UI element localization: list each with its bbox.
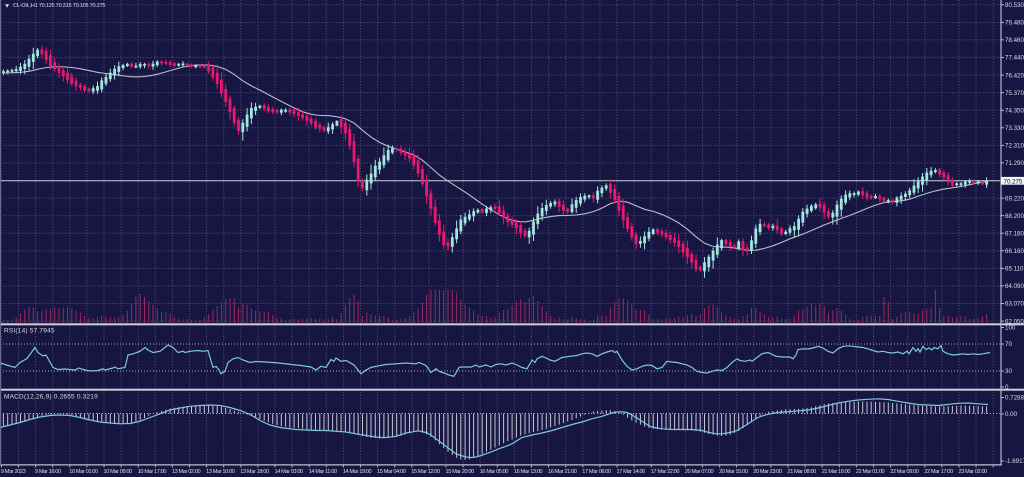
svg-text:14 Mar 03:00: 14 Mar 03:00 [275,469,304,475]
svg-text:MACD(12,26,9) 0.2655 0.3219: MACD(12,26,9) 0.2655 0.3219 [4,394,98,401]
svg-text:0.00: 0.00 [1005,411,1018,418]
svg-text:70.275: 70.275 [1004,178,1023,185]
svg-text:15 Mar 12:00: 15 Mar 12:00 [411,469,440,475]
svg-text:64.090: 64.090 [1005,283,1024,290]
svg-text:22 Mar 09:00: 22 Mar 09:00 [890,469,919,475]
svg-text:9 Mar 2023: 9 Mar 2023 [1,469,26,475]
svg-text:13 Mar 10:00: 13 Mar 10:00 [206,469,235,475]
svg-text:30: 30 [1005,368,1012,375]
svg-text:73.330: 73.330 [1005,125,1024,132]
svg-text:14 Mar 19:00: 14 Mar 19:00 [343,469,372,475]
svg-text:13 Mar 02:00: 13 Mar 02:00 [172,469,201,475]
svg-text:16 Mar 21:00: 16 Mar 21:00 [548,469,577,475]
svg-text:14 Mar 11:00: 14 Mar 11:00 [309,469,337,475]
svg-text:66.160: 66.160 [1005,248,1024,255]
svg-text:72.310: 72.310 [1005,143,1024,150]
svg-text:68.200: 68.200 [1005,213,1024,220]
svg-text:15 Mar 04:00: 15 Mar 04:00 [377,469,406,475]
svg-text:-1.6917: -1.6917 [1005,458,1024,465]
svg-text:13 Mar 18:00: 13 Mar 18:00 [240,469,269,475]
svg-text:70: 70 [1005,341,1012,348]
svg-text:RSI(14) 57.7945: RSI(14) 57.7945 [4,327,55,334]
svg-text:17 Mar 22:00: 17 Mar 22:00 [651,469,680,475]
svg-text:23 Mar 02:00: 23 Mar 02:00 [959,469,988,475]
svg-text:20 Mar 23:00: 20 Mar 23:00 [753,469,782,475]
svg-text:16 Mar 13:00: 16 Mar 13:00 [514,469,543,475]
svg-text:21 Mar 08:00: 21 Mar 08:00 [788,469,817,475]
svg-text:67.180: 67.180 [1005,230,1024,237]
svg-text:65.110: 65.110 [1005,266,1024,273]
svg-text:62.050: 62.050 [1005,318,1024,325]
svg-text:21 Mar 16:00: 21 Mar 16:00 [822,469,851,475]
svg-text:10 Mar 01:00: 10 Mar 01:00 [69,469,98,475]
svg-text:10 Mar 17:00: 10 Mar 17:00 [138,469,167,475]
svg-text:0.7288: 0.7288 [1005,395,1024,402]
svg-text:80.530: 80.530 [1005,2,1024,9]
svg-text:10 Mar 09:00: 10 Mar 09:00 [104,469,133,475]
svg-text:9 Mar 16:00: 9 Mar 16:00 [35,469,61,475]
svg-text:69.220: 69.220 [1005,195,1024,202]
svg-text:76.420: 76.420 [1005,72,1024,79]
svg-text:78.460: 78.460 [1005,37,1024,44]
svg-text:71.290: 71.290 [1005,160,1024,167]
svg-text:22 Mar 17:00: 22 Mar 17:00 [924,469,953,475]
svg-text:0: 0 [1005,384,1009,391]
svg-text:15 Mar 20:00: 15 Mar 20:00 [446,469,475,475]
svg-text:22 Mar 01:00: 22 Mar 01:00 [856,469,885,475]
svg-text:CL-OIL,H1 70.125 70.315 70.10: CL-OIL,H1 70.125 70.315 70.105 70.275 [13,3,105,9]
svg-text:16 Mar 05:00: 16 Mar 05:00 [480,469,509,475]
svg-text:63.070: 63.070 [1005,301,1024,308]
svg-text:74.350: 74.350 [1005,107,1024,114]
svg-text:20 Mar 15:00: 20 Mar 15:00 [719,469,748,475]
svg-text:100: 100 [1005,325,1016,332]
svg-text:79.480: 79.480 [1005,20,1024,27]
svg-text:17 Mar 06:00: 17 Mar 06:00 [582,469,611,475]
svg-text:77.440: 77.440 [1005,55,1024,62]
svg-text:17 Mar 14:00: 17 Mar 14:00 [617,469,646,475]
svg-text:75.370: 75.370 [1005,90,1024,97]
svg-text:20 Mar 07:00: 20 Mar 07:00 [685,469,714,475]
